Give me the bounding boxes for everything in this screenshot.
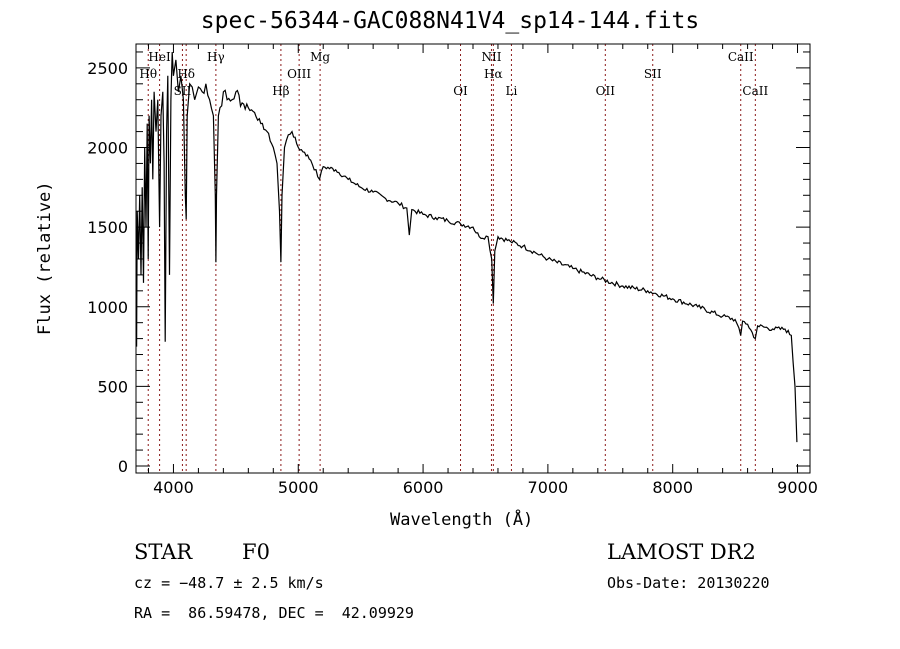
redshift-cz: cz = −48.7 ± 2.5 km/s [134,574,324,592]
object-subclass: F0 [242,540,270,564]
line-label: SII [644,67,662,81]
chart-title: spec-56344-GAC088N41V4_sp14-144.fits [200,8,700,34]
line-label: Hβ [272,84,289,98]
line-label: Li [506,84,518,98]
obs-date: Obs-Date: 20130220 [607,574,770,592]
line-label: Hα [484,67,503,81]
y-tick-label: 2000 [87,139,128,158]
plot-frame [135,43,811,474]
survey-name: LAMOST DR2 [607,540,756,564]
y-tick-label: 0 [118,457,128,476]
y-tick-label: 2500 [87,59,128,78]
line-label: CaII [728,50,754,64]
line-label: CaII [742,84,768,98]
line-label: OI [453,84,468,98]
line-label: HeI [148,50,171,64]
x-tick-label: 9000 [777,478,818,497]
line-label: Mg [310,50,330,64]
y-tick-label: 1500 [87,218,128,237]
line-label: NII [481,50,501,64]
line-label: Hγ [207,50,225,64]
object-class: STAR [134,540,193,564]
y-tick-label: 500 [97,377,128,396]
x-tick-label: 4000 [153,478,194,497]
spectrum-line [136,51,798,443]
line-label: OIII [287,67,311,81]
y-tick-label: 1000 [87,298,128,317]
line-label: Hδ [177,67,195,81]
x-tick-label: 6000 [403,478,444,497]
x-tick-label: 7000 [528,478,569,497]
line-label: OII [596,84,616,98]
y-axis-label: Flux (relative) [35,181,55,335]
x-tick-label: 5000 [278,478,319,497]
line-label: Hθ [139,67,157,81]
ra-dec: RA = 86.59478, DEC = 42.09929 [134,604,414,622]
x-tick-label: 8000 [652,478,693,497]
x-axis-label: Wavelength (Å) [390,510,534,530]
